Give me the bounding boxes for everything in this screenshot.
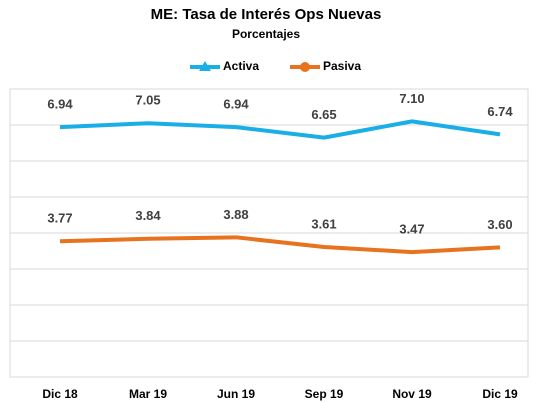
data-label: 3.84	[135, 208, 161, 223]
data-label: 6.94	[47, 97, 73, 112]
series-line	[59, 235, 501, 255]
legend-marker	[300, 62, 310, 72]
legend-marker	[199, 61, 211, 71]
legend-label: Activa	[223, 59, 259, 73]
x-tick-label: Dic 19	[482, 387, 518, 401]
data-label: 3.77	[47, 211, 72, 226]
chart-subtitle: Porcentajes	[232, 27, 300, 41]
x-tick-label: Sep 19	[305, 387, 344, 401]
plot-frame	[9, 88, 529, 378]
data-label: 7.10	[399, 91, 424, 106]
data-label: 7.05	[135, 93, 160, 108]
data-label: 3.61	[311, 216, 336, 231]
data-label: 6.74	[487, 104, 513, 119]
data-label: 3.60	[487, 217, 512, 232]
data-label: 6.65	[311, 107, 336, 122]
chart-title: ME: Tasa de Interés Ops Nuevas	[151, 6, 382, 23]
x-tick-label: Dic 18	[42, 387, 78, 401]
data-label: 3.47	[399, 222, 424, 237]
x-tick-label: Nov 19	[392, 387, 432, 401]
series-line	[59, 119, 501, 140]
legend-label: Pasiva	[323, 59, 361, 73]
x-tick-label: Mar 19	[129, 387, 167, 401]
x-tick-label: Jun 19	[217, 387, 255, 401]
data-label: 6.94	[223, 97, 249, 112]
data-label: 3.88	[223, 207, 248, 222]
